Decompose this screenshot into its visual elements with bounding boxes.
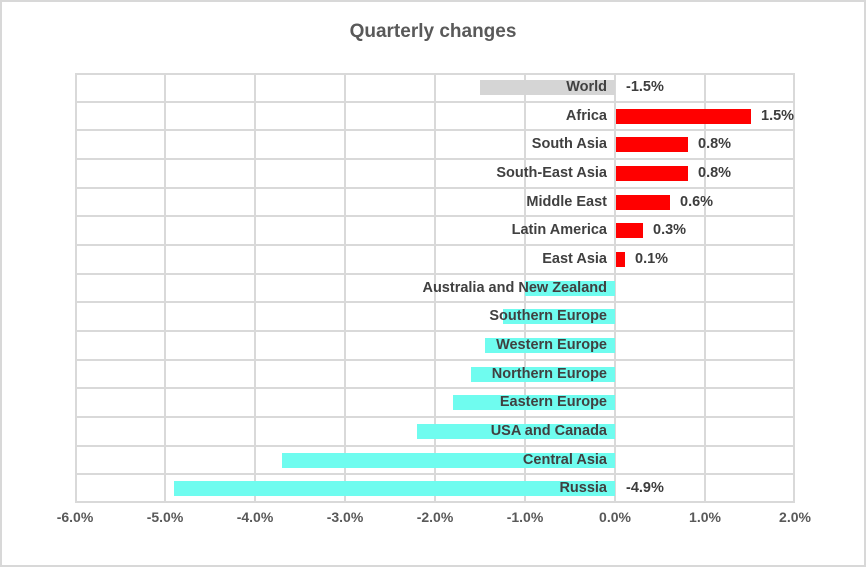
- category-label-east-asia: East Asia: [542, 251, 607, 267]
- grid-line-horizontal: [75, 244, 795, 246]
- grid-line-vertical: [164, 73, 166, 503]
- category-label-russia: Russia: [559, 480, 607, 496]
- grid-line-vertical: [344, 73, 346, 503]
- category-label-middle-east: Middle East: [526, 194, 607, 210]
- x-axis-tick-label: -6.0%: [56, 509, 94, 525]
- x-axis-tick-label: -5.0%: [146, 509, 184, 525]
- grid-line-vertical: [614, 73, 616, 503]
- grid-line-horizontal: [75, 187, 795, 189]
- x-axis-tick-label: 0.0%: [599, 509, 631, 525]
- bar-africa: [616, 109, 751, 124]
- x-axis-tick-label: -2.0%: [416, 509, 454, 525]
- plot-area: World -1.5% Africa 1.5% South Asia 0.8% South-…: [75, 73, 795, 503]
- grid-line-horizontal: [75, 416, 795, 418]
- category-label-latin-america: Latin America: [511, 222, 607, 238]
- grid-line-horizontal: [75, 215, 795, 217]
- data-label-south-east-asia: 0.8%: [698, 165, 732, 181]
- data-label-latin-america: 0.3%: [653, 222, 687, 238]
- grid-line-horizontal: [75, 158, 795, 160]
- category-label-world: World: [566, 79, 607, 95]
- grid-line-horizontal: [75, 473, 795, 475]
- category-label-africa: Africa: [565, 108, 607, 124]
- x-axis-tick-label: -3.0%: [326, 509, 364, 525]
- data-label-world: -1.5%: [626, 79, 664, 95]
- x-axis-tick-label: 1.0%: [689, 509, 721, 525]
- x-axis-tick-label: -4.0%: [236, 509, 274, 525]
- bar-world: [480, 80, 615, 95]
- x-axis-tick-label: -1.0%: [506, 509, 544, 525]
- category-label-southern-europe: Southern Europe: [489, 308, 607, 324]
- grid-line-horizontal: [75, 101, 795, 103]
- bar-east-asia: [616, 252, 625, 267]
- grid-line-horizontal: [75, 73, 795, 75]
- bar-russia: [174, 481, 615, 496]
- x-axis: -6.0% -5.0% -4.0% -3.0% -2.0% -1.0% 0.0% 1.0% 2.…: [57, 509, 811, 531]
- grid-line-horizontal: [75, 301, 795, 303]
- grid-line-horizontal: [75, 387, 795, 389]
- grid-line-horizontal: [75, 330, 795, 332]
- grid-line-vertical: [793, 73, 795, 503]
- bar-northern-europe: [471, 367, 615, 382]
- grid-line-vertical: [704, 73, 706, 503]
- category-label-south-asia: South Asia: [531, 136, 607, 152]
- grid-line-horizontal: [75, 445, 795, 447]
- category-label-usa-and-canada: USA and Canada: [490, 423, 607, 439]
- bar-western-europe: [484, 338, 615, 353]
- bar-southern-europe: [502, 309, 615, 324]
- grid-line-horizontal: [75, 359, 795, 361]
- category-label-central-asia: Central Asia: [522, 452, 607, 468]
- category-label-eastern-europe: Eastern Europe: [499, 394, 607, 410]
- data-label-east-asia: 0.1%: [635, 251, 669, 267]
- bar-south-east-asia: [616, 166, 688, 181]
- category-label-western-europe: Western Europe: [496, 337, 607, 353]
- grid-line-vertical: [434, 73, 436, 503]
- grid-line-vertical: [254, 73, 256, 503]
- grid-line-horizontal: [75, 129, 795, 131]
- data-label-middle-east: 0.6%: [680, 194, 714, 210]
- bar-latin-america: [616, 223, 643, 238]
- bar-eastern-europe: [453, 395, 615, 410]
- chart-title: Quarterly changes: [349, 21, 517, 42]
- bar-central-asia: [282, 453, 615, 468]
- category-label-south-east-asia: South-East Asia: [496, 165, 607, 181]
- bar-middle-east: [616, 195, 670, 210]
- category-label-northern-europe: Northern Europe: [491, 366, 607, 382]
- bar-australia-and-new-zealand: [525, 281, 615, 296]
- grid-line-horizontal: [75, 501, 795, 503]
- data-label-south-asia: 0.8%: [698, 136, 732, 152]
- data-label-russia: -4.9%: [626, 480, 664, 496]
- bar-south-asia: [616, 137, 688, 152]
- bar-usa-and-canada: [417, 424, 615, 439]
- data-label-africa: 1.5%: [761, 108, 795, 124]
- grid-line-horizontal: [75, 273, 795, 275]
- x-axis-tick-label: 2.0%: [779, 509, 811, 525]
- grid-line-vertical: [75, 73, 77, 503]
- category-label-australia-and-new-zealand: Australia and New Zealand: [422, 280, 607, 296]
